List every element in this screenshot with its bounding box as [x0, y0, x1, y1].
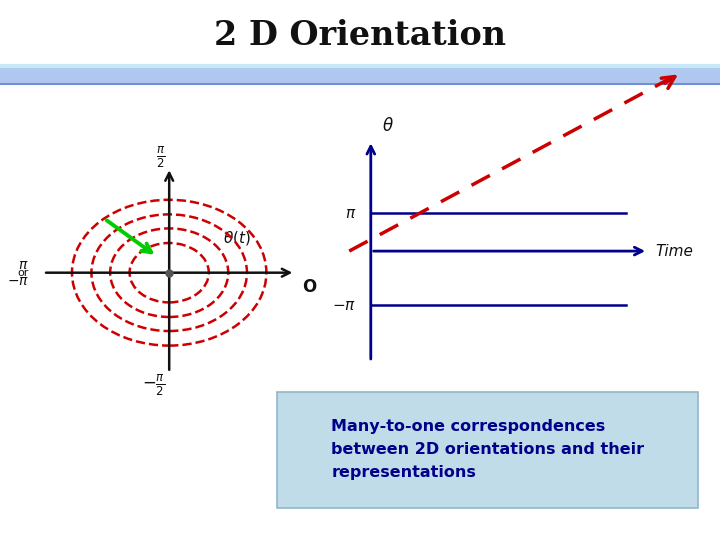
Text: $\pi$: $\pi$	[345, 206, 356, 221]
Text: $-\frac{\pi}{2}$: $-\frac{\pi}{2}$	[143, 373, 166, 398]
Text: $\pi$: $\pi$	[18, 258, 29, 272]
Text: or: or	[17, 268, 29, 278]
Text: O: O	[302, 278, 317, 296]
Text: Many-to-one correspondences
between 2D orientations and their
representations: Many-to-one correspondences between 2D o…	[331, 418, 644, 481]
Text: 2 D Orientation: 2 D Orientation	[214, 18, 506, 52]
FancyBboxPatch shape	[277, 392, 698, 508]
Text: $-\pi$: $-\pi$	[332, 298, 356, 313]
Text: Time: Time	[655, 244, 693, 259]
Text: $-\pi$: $-\pi$	[6, 274, 29, 288]
Text: $\theta$: $\theta$	[382, 117, 393, 135]
Text: $\theta(t)$: $\theta(t)$	[223, 228, 251, 247]
Text: $\frac{\pi}{2}$: $\frac{\pi}{2}$	[156, 145, 166, 170]
Bar	[0, 66, 720, 84]
